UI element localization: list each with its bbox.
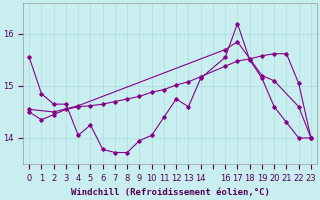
X-axis label: Windchill (Refroidissement éolien,°C): Windchill (Refroidissement éolien,°C) [71, 188, 269, 197]
